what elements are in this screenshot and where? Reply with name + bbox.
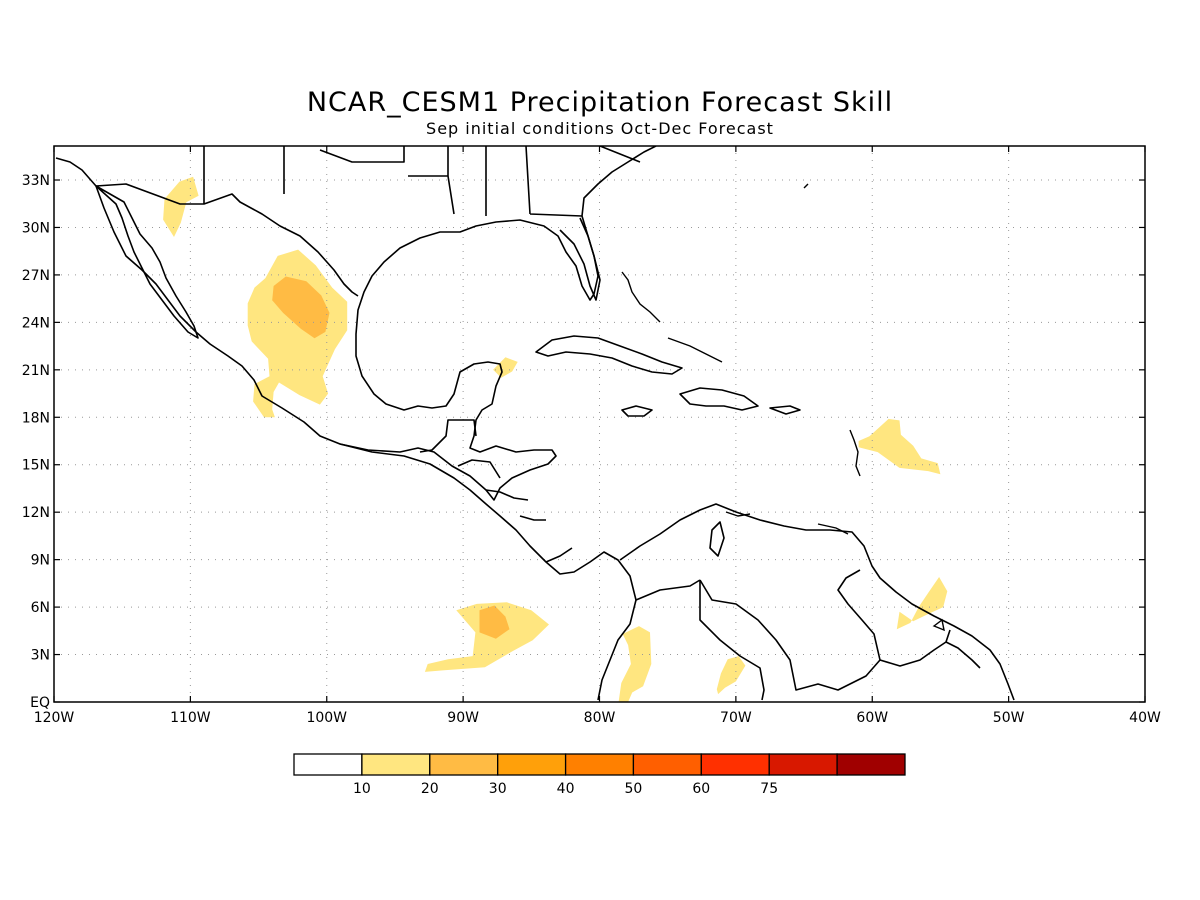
central-america-borders — [419, 419, 573, 563]
lake-maracaibo — [709, 521, 725, 557]
lat-tick-label: 27N — [22, 268, 50, 284]
skill-region-6 — [479, 605, 510, 639]
lon-tick-label: 110W — [170, 710, 211, 726]
lat-tick-label: 24N — [22, 315, 50, 331]
colombia-border — [635, 579, 765, 701]
map-axes: 120W 110W 100W 90W 80W 70W 60W 50W 40W EQ 3N 6N 9N 12… — [22, 146, 1161, 726]
lon-tick-label: 80W — [584, 710, 616, 726]
florida — [559, 217, 601, 301]
lon-tick-label: 40W — [1129, 710, 1161, 726]
legend-swatch — [768, 753, 838, 776]
color-legend: 10 20 30 40 50 60 75 — [293, 753, 906, 797]
lat-tick-label: 12N — [22, 505, 50, 521]
lat-tick-label: 30N — [22, 220, 50, 236]
lat-tick-label: 9N — [31, 553, 50, 569]
north-america-coastline — [55, 146, 657, 501]
lat-tick-label: EQ — [30, 695, 50, 711]
skill-region-0 — [163, 176, 199, 237]
jamaica — [621, 405, 653, 417]
lat-tick-label: 3N — [31, 648, 50, 664]
skill-region-9 — [896, 577, 948, 630]
legend-label: 40 — [557, 781, 575, 797]
lon-tick-label: 90W — [447, 710, 479, 726]
skill-region-4 — [858, 418, 941, 475]
lat-tick-label: 6N — [31, 600, 50, 616]
skill-region-7 — [618, 626, 652, 702]
map-plot-area — [54, 146, 1145, 702]
coastlines-and-borders — [55, 146, 1015, 701]
legend-swatch — [836, 753, 906, 776]
baja-california — [95, 185, 199, 339]
legend-label: 30 — [489, 781, 507, 797]
lon-tick-label: 100W — [306, 710, 347, 726]
map-background — [54, 146, 1145, 702]
skill-region-1 — [247, 249, 348, 418]
lat-tick-label: 15N — [22, 458, 50, 474]
guianas-borders — [879, 629, 981, 669]
lon-tick-label: 60W — [856, 710, 888, 726]
legend-label: 10 — [353, 781, 371, 797]
skill-region-8 — [716, 656, 746, 695]
us-mexico-border — [95, 183, 359, 297]
puerto-rico — [769, 405, 801, 415]
lon-tick-label: 70W — [720, 710, 752, 726]
legend-label: 50 — [624, 781, 642, 797]
venezuela-border — [699, 569, 881, 691]
legend-label: 75 — [760, 781, 778, 797]
lat-tick-label: 21N — [22, 363, 50, 379]
skill-region-2 — [272, 276, 330, 339]
legend-label: 60 — [692, 781, 710, 797]
lesser-antilles-islands — [621, 183, 945, 632]
legend-swatch — [564, 753, 635, 776]
legend-swatch — [361, 753, 431, 776]
skill-region-5 — [424, 602, 549, 672]
lat-tick-label: 33N — [22, 173, 50, 189]
cuba — [535, 335, 683, 375]
map-title: NCAR_CESM1 Precipitation Forecast Skill — [307, 87, 893, 118]
skill-region-3 — [493, 357, 518, 378]
us-state-borders — [203, 146, 641, 217]
legend-swatch — [700, 753, 770, 776]
lat-tick-label: 18N — [22, 410, 50, 426]
legend-swatch — [632, 753, 702, 776]
legend-swatch — [429, 753, 499, 776]
legend-swatch — [293, 753, 363, 776]
lon-tick-label: 120W — [34, 710, 75, 726]
map-subtitle: Sep initial conditions Oct-Dec Forecast — [426, 119, 774, 138]
hispaniola — [679, 387, 759, 411]
legend-swatch — [497, 753, 567, 776]
skill-shading-layer — [163, 176, 948, 702]
legend-label: 20 — [421, 781, 439, 797]
lon-tick-label: 50W — [993, 710, 1025, 726]
central-south-america-coastline — [339, 443, 1015, 701]
